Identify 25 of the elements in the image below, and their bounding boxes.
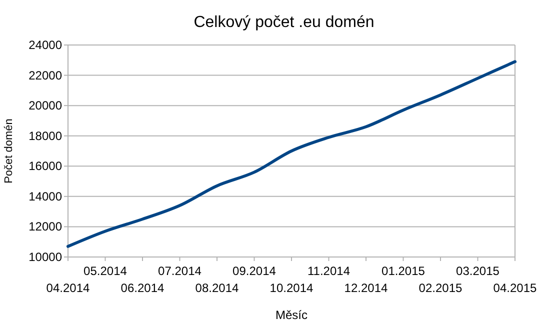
- y-tick-label: 16000: [28, 159, 62, 174]
- chart-title: Celkový počet .eu domén: [194, 14, 374, 31]
- x-tick-label: 02.2015: [418, 281, 463, 295]
- x-tick-label: 04.2015: [493, 281, 538, 295]
- y-tick-label: 12000: [28, 220, 62, 234]
- y-tick-label: 24000: [28, 38, 62, 52]
- y-tick-label: 18000: [28, 128, 62, 143]
- x-tick-label: 10.2014: [270, 281, 314, 295]
- y-tick-label: 20000: [28, 98, 62, 113]
- y-tick-label: 10000: [28, 250, 62, 264]
- x-tick-label: 12.2014: [344, 281, 388, 295]
- x-tick-label: 08.2014: [195, 281, 240, 295]
- y-tick-label: 22000: [28, 68, 62, 82]
- y-tick-label: 14000: [28, 189, 62, 204]
- line-series: [66, 60, 516, 248]
- x-tick-label: 11.2014: [308, 264, 350, 278]
- x-tick-label: 05.2014: [84, 264, 128, 278]
- x-tick-label: 06.2014: [120, 281, 165, 295]
- y-axis-title: Počet domén: [3, 118, 15, 184]
- x-tick-label: 01.2015: [382, 264, 426, 278]
- x-tick-label: 09.2014: [232, 264, 276, 278]
- x-axis-title: Měsíc: [275, 308, 308, 322]
- x-tick-label: 07.2014: [158, 264, 202, 278]
- x-tick-label: 04.2014: [46, 281, 90, 295]
- x-tick-label: 03.2015: [456, 264, 500, 278]
